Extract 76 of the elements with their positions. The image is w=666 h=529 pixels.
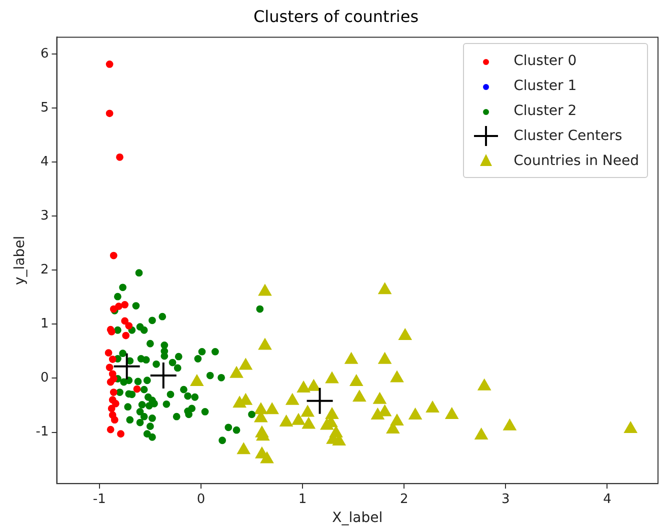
point [296,380,310,392]
y-tick-label: -1 [36,424,49,440]
point [286,393,299,405]
y-tick-label: 0 [40,370,49,386]
point [110,375,118,382]
point [258,284,272,296]
point [237,442,250,454]
x-tick-label: 3 [502,492,510,507]
y-tick-label: 5 [40,100,49,116]
point [280,415,293,427]
point [426,400,440,412]
point [121,317,129,325]
point [398,328,412,340]
point [258,338,272,350]
point [104,349,112,357]
point [325,372,339,384]
point [108,356,116,363]
x-tick-label: 4 [603,492,612,507]
point [390,370,404,382]
point [106,364,114,372]
point [445,407,458,419]
point [239,358,252,370]
point [260,452,274,464]
point [266,402,279,414]
y-tick-label: 1 [40,316,49,332]
point [106,60,114,68]
point [122,332,130,340]
point [373,392,386,404]
point [150,362,176,389]
point [478,378,491,390]
x-tick-label: 1 [298,492,307,507]
point [112,400,120,408]
point [110,252,118,260]
point [230,366,244,378]
legend-label: Countries in Need [514,152,639,169]
chart-title: Clusters of countries [253,6,419,26]
y-axis-title: y_label [12,236,28,285]
point [106,110,114,118]
point [503,418,516,430]
legend-label: Cluster 0 [514,52,577,69]
x-tick-label: 0 [196,492,206,507]
point [474,428,488,440]
point [301,405,314,417]
y-tick-label: 3 [40,208,49,224]
point [116,153,124,161]
y-tick-label: 6 [40,46,49,62]
point [344,352,358,364]
point [114,353,140,380]
point [307,379,320,391]
point [133,385,141,393]
x-axis-title: X_label [332,510,383,526]
point [306,388,333,414]
point [115,302,122,310]
point [378,282,392,294]
point [110,388,118,396]
point [378,352,392,364]
point [292,413,306,425]
point [352,390,366,402]
point [408,408,422,420]
y-tick-label: 2 [40,262,49,278]
legend-label: Cluster Centers [514,128,622,144]
legend-label: Cluster 2 [514,102,577,119]
point [106,426,114,434]
point [108,404,116,412]
point [624,422,638,434]
point [125,322,133,330]
point [190,374,204,386]
point [121,301,129,308]
y-tick-label: 4 [40,154,49,170]
point [108,328,116,336]
point [302,417,316,429]
x-tick-label: -1 [92,492,106,507]
point [350,374,363,386]
x-tick-label: 2 [400,492,408,507]
point [378,404,392,416]
legend-label: Cluster 1 [514,78,577,94]
